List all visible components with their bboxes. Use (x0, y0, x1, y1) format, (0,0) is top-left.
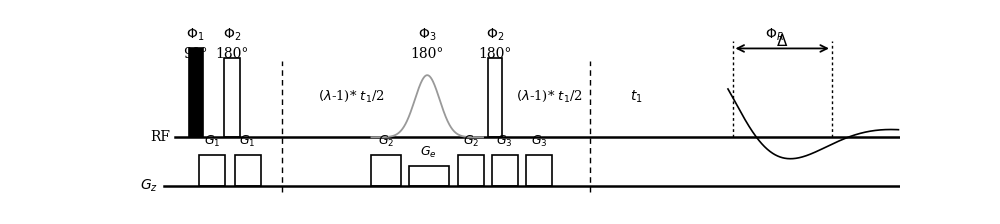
Text: $G_3$: $G_3$ (496, 134, 513, 149)
Bar (488, 58, 502, 137)
Text: $(\lambda$-1)* $t_1$/2: $(\lambda$-1)* $t_1$/2 (516, 89, 583, 104)
Text: $\Phi_2$: $\Phi_2$ (223, 26, 241, 43)
Text: 180°: 180° (478, 47, 511, 61)
Text: $G_1$: $G_1$ (204, 134, 220, 149)
Text: 180°: 180° (411, 47, 444, 61)
Text: $G_1$: $G_1$ (239, 134, 256, 149)
Text: $\Phi_R$: $\Phi_R$ (765, 26, 784, 43)
Text: $\Phi_1$: $\Phi_1$ (186, 26, 205, 43)
Bar (189, 47, 202, 137)
Bar (199, 155, 225, 185)
Text: $G_z$: $G_z$ (140, 177, 158, 194)
Text: $\Phi_2$: $\Phi_2$ (486, 26, 504, 43)
Text: RF: RF (150, 130, 170, 144)
Bar (409, 166, 449, 185)
Text: $G_2$: $G_2$ (378, 134, 394, 149)
Text: $\Phi_3$: $\Phi_3$ (418, 26, 436, 43)
Text: $G_e$: $G_e$ (420, 145, 437, 160)
Bar (235, 155, 261, 185)
Text: $(\lambda$-1)* $t_1$/2: $(\lambda$-1)* $t_1$/2 (318, 89, 385, 104)
Text: $t_1$: $t_1$ (630, 88, 643, 105)
Text: $G_2$: $G_2$ (463, 134, 479, 149)
Text: $\Delta$: $\Delta$ (776, 33, 788, 49)
Text: $G_3$: $G_3$ (531, 134, 547, 149)
Text: 90°: 90° (183, 47, 208, 61)
Bar (224, 58, 240, 137)
Text: 180°: 180° (215, 47, 249, 61)
Bar (492, 155, 518, 185)
Bar (371, 155, 401, 185)
Bar (458, 155, 484, 185)
Bar (526, 155, 552, 185)
